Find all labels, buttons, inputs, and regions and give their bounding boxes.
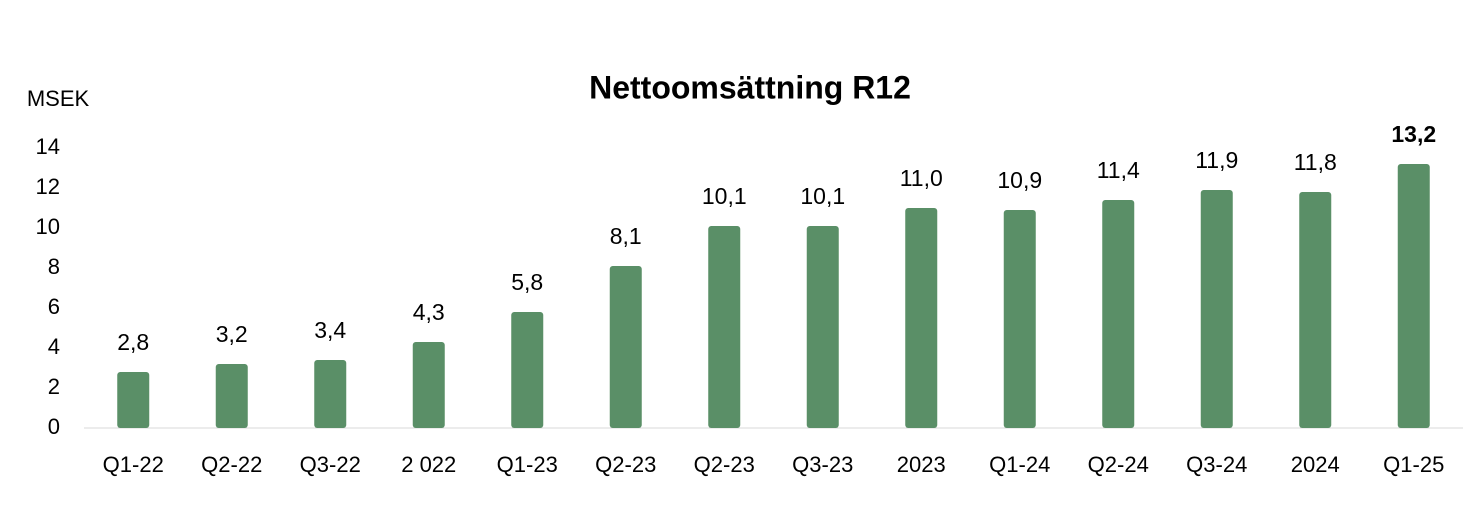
bar (412, 342, 445, 428)
bar (314, 360, 347, 428)
value-label: 10,9 (997, 167, 1042, 193)
value-label: 3,4 (314, 317, 346, 343)
x-tick-label: 2 022 (401, 452, 456, 477)
bar (117, 372, 150, 428)
x-tick-label: 2024 (1291, 452, 1340, 477)
x-tick-label: Q1-24 (989, 452, 1050, 477)
value-label: 10,1 (702, 183, 747, 209)
bar (1003, 210, 1036, 428)
bar (609, 266, 642, 428)
value-label: 11,8 (1294, 149, 1337, 175)
bar (1200, 190, 1233, 428)
x-tick-label: Q2-23 (694, 452, 755, 477)
value-label: 10,1 (800, 183, 845, 209)
y-tick-label: 8 (48, 254, 60, 279)
value-label: 4,3 (413, 299, 445, 325)
chart-title: Nettoomsättning R12 (589, 69, 911, 105)
bar (1102, 200, 1135, 428)
y-axis-label: MSEK (27, 86, 90, 111)
value-label: 5,8 (511, 269, 543, 295)
bar (708, 226, 741, 428)
x-tick-label: Q2-23 (595, 452, 656, 477)
bar (806, 226, 839, 428)
value-label: 2,8 (117, 329, 149, 355)
y-tick-label: 10 (36, 214, 60, 239)
bar (215, 364, 248, 428)
x-tick-label: Q3-24 (1186, 452, 1247, 477)
x-tick-label: Q2-24 (1088, 452, 1149, 477)
x-tick-label: Q1-23 (497, 452, 558, 477)
y-tick-label: 0 (48, 414, 60, 439)
bar (905, 208, 938, 428)
x-tick-label: Q2-22 (201, 452, 262, 477)
x-tick-label: Q1-25 (1383, 452, 1444, 477)
x-tick-label: Q3-22 (300, 452, 361, 477)
bar (511, 312, 544, 428)
bar (1299, 192, 1332, 428)
y-tick-label: 2 (48, 374, 60, 399)
value-label: 13,2 (1391, 121, 1436, 147)
y-tick-label: 4 (48, 334, 60, 359)
value-label: 11,4 (1097, 157, 1140, 183)
x-tick-label: 2023 (897, 452, 946, 477)
x-tick-label: Q3-23 (792, 452, 853, 477)
bar (1397, 164, 1430, 428)
y-tick-label: 6 (48, 294, 60, 319)
value-label: 11,0 (900, 165, 943, 191)
value-label: 3,2 (216, 321, 248, 347)
x-tick-label: Q1-22 (103, 452, 164, 477)
value-label: 8,1 (610, 223, 642, 249)
y-tick-label: 12 (36, 174, 60, 199)
y-tick-label: 14 (36, 134, 60, 159)
value-label: 11,9 (1195, 147, 1238, 173)
